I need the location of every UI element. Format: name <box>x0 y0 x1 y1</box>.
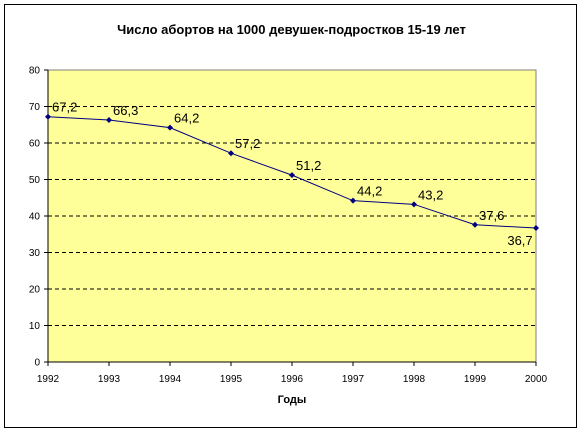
chart-title: Число абортов на 1000 девушек-подростков… <box>117 22 466 37</box>
grid-lines <box>48 106 536 326</box>
data-labels: 67,2 66,3 64,2 57,2 51,2 44,2 43,2 37,636,7 <box>52 100 533 248</box>
y-tick-label: 0 <box>34 358 40 369</box>
data-label: 67,2 <box>52 100 77 115</box>
x-tick-label: 1999 <box>464 374 487 385</box>
x-tick-label: 1992 <box>37 374 60 385</box>
y-tick-label: 30 <box>29 248 41 259</box>
x-tick-label: 1994 <box>159 374 182 385</box>
y-tick-label: 60 <box>29 139 41 150</box>
data-label: 66,3 <box>113 103 138 118</box>
data-point <box>228 150 234 157</box>
data-label: 57,2 <box>235 136 260 151</box>
y-axis-ticks: 0 10 20 30 40 50 60 70 80 <box>29 66 48 369</box>
y-tick-label: 80 <box>29 66 41 77</box>
data-label: 44,2 <box>357 184 382 199</box>
data-point <box>45 113 51 120</box>
x-tick-label: 1995 <box>220 374 243 385</box>
data-label: 51,2 <box>296 158 321 173</box>
x-tick-label: 1993 <box>98 374 121 385</box>
data-point <box>106 117 112 124</box>
data-label: 64,2 <box>174 111 199 126</box>
y-tick-label: 10 <box>29 321 41 332</box>
data-point <box>350 197 356 204</box>
series-group <box>45 113 539 232</box>
data-point <box>472 221 478 228</box>
x-tick-label: 1998 <box>403 374 426 385</box>
x-axis-title: Годы <box>278 394 307 406</box>
x-tick-label: 1997 <box>342 374 365 385</box>
x-tick-label: 1996 <box>281 374 304 385</box>
data-point <box>289 172 295 179</box>
data-point <box>167 124 173 131</box>
y-tick-label: 20 <box>29 285 41 296</box>
x-tick-label: 2000 <box>525 374 548 385</box>
data-point <box>411 201 417 208</box>
data-label: 37,6 <box>479 208 504 223</box>
data-point <box>533 225 539 232</box>
data-label: 43,2 <box>418 187 443 202</box>
y-tick-label: 50 <box>29 175 41 186</box>
data-label: 36,7 <box>507 233 532 248</box>
y-tick-label: 40 <box>29 212 41 223</box>
y-tick-label: 70 <box>29 102 41 113</box>
x-axis-ticks: 1992 1993 1994 1995 1996 1997 1998 1999 2000 <box>37 362 548 385</box>
